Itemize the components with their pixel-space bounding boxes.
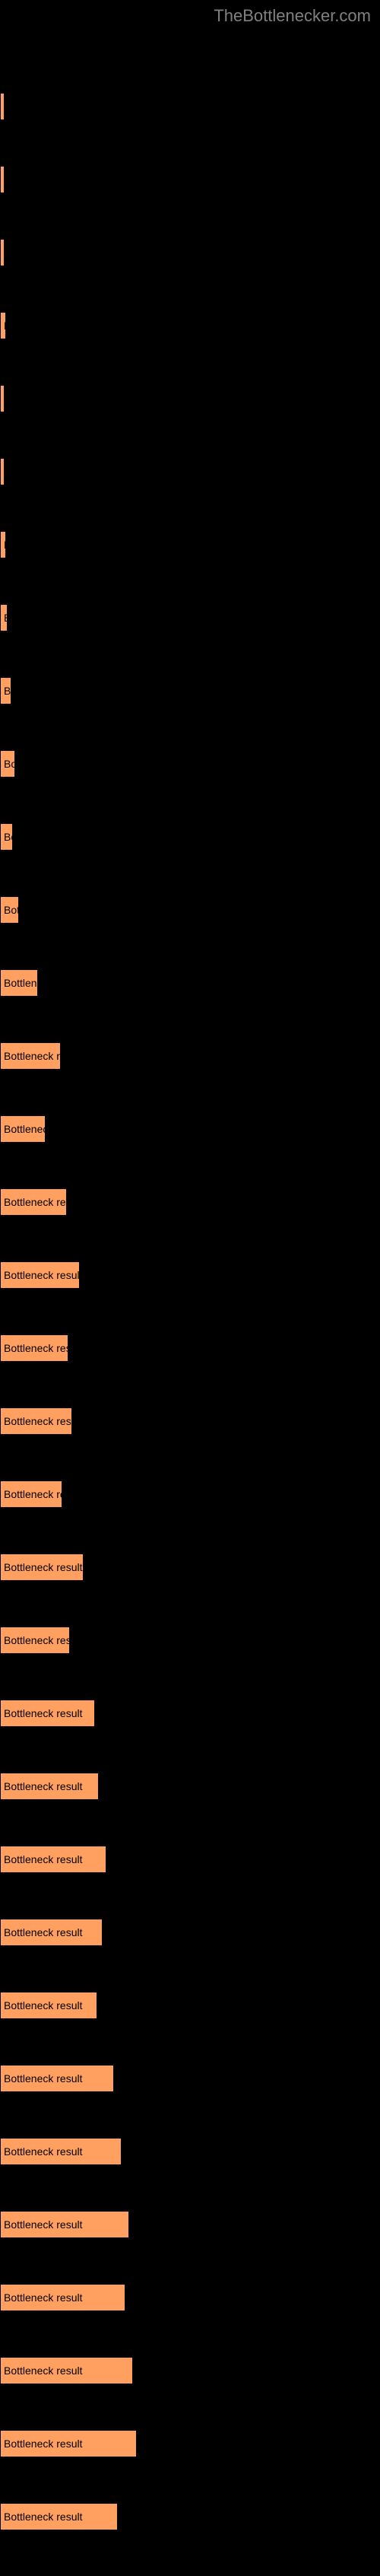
bar: Bottleneck result [0, 1773, 99, 1800]
bar-row: Bo [0, 823, 380, 851]
bar-row [0, 385, 380, 412]
bar-label: B [4, 539, 5, 551]
bar-row: Bottleneck result [0, 1846, 380, 1873]
bar-row: Bo [0, 677, 380, 704]
bar-row: B [0, 531, 380, 558]
bar-label: Bottleneck resu [4, 1415, 71, 1427]
bar-label: Bottleneck re [4, 1050, 60, 1062]
bar-label: Bo [4, 831, 12, 843]
bar-row: Bot [0, 750, 380, 778]
bar-label: Bottleneck result [4, 2291, 83, 2304]
bar-chart: B B B Bo Bot Bo Bott Bottlene Bottleneck re Bottl… [0, 93, 380, 2530]
bar-label: Bottleneck result [4, 2438, 83, 2450]
bar-label: Bottleneck result [4, 1269, 79, 1281]
bar: Bottleneck result [0, 2138, 122, 2165]
bar-label: Bo [4, 685, 11, 697]
bar-row: Bottleneck res [0, 1334, 380, 1362]
bar: Bottleneck result [0, 1919, 103, 1946]
bar-label: Bottleneck result [4, 2511, 83, 2523]
bar: Bottleneck result [0, 1261, 80, 1289]
bar: Bo [0, 823, 13, 851]
bar: Bottleneck result [0, 2065, 114, 2092]
bar-row: Bottleneck result [0, 2284, 380, 2311]
bar: Bo [0, 677, 11, 704]
bar: Bottleneck result [0, 2430, 137, 2457]
bar-label: Bottleneck re [4, 1488, 62, 1500]
bar-label: Bottleneck result [4, 1853, 83, 1865]
bar-row: Bottleneck res [0, 1627, 380, 1654]
bar [0, 385, 5, 412]
bar-row: Bottleneck resu [0, 1407, 380, 1435]
bar-label: Bottleneck result [4, 1780, 83, 1792]
bar-row [0, 166, 380, 193]
bar: Bottleneck result [0, 2284, 125, 2311]
bar: B [0, 531, 6, 558]
bar-label: Bottleneck result [4, 2072, 83, 2085]
bar: Bottleneck re [0, 1042, 61, 1070]
bar-row: Bottleneck result [0, 2503, 380, 2530]
watermark: TheBottlenecker.com [0, 0, 380, 32]
bar-row: Bottleneck result [0, 1992, 380, 2019]
bar-label: Bottleneck res [4, 1196, 66, 1208]
bar: Bottleneck result [0, 1846, 106, 1873]
bar: Bottleneck res [0, 1188, 67, 1216]
bar: Bottleneck result [0, 1992, 97, 2019]
bar-row: Bottleneck re [0, 1042, 380, 1070]
bar-row: Bottleneck re [0, 1480, 380, 1508]
bar-label: Bottleneck res [4, 1342, 68, 1354]
bar-row: Bottleneck result [0, 1919, 380, 1946]
bar-row: Bottleneck result [0, 2065, 380, 2092]
bar [0, 239, 5, 266]
bar-label: Bottleneck result [4, 1999, 83, 2012]
bar: Bottleneck re [0, 1480, 62, 1508]
bar-row: Bottleneck result [0, 1700, 380, 1727]
bar-row: Bottleneck result [0, 2357, 380, 2384]
bar-row: Bottleneck result [0, 1261, 380, 1289]
bar-row: Bottlene [0, 969, 380, 997]
bar-label: Bottleneck result [4, 1561, 83, 1573]
bar-row: Bott [0, 896, 380, 924]
bar: Bottleneck res [0, 1627, 70, 1654]
bar: Bott [0, 896, 19, 924]
bar: Bottleneck result [0, 2211, 129, 2238]
bar: Bot [0, 750, 15, 778]
bar-row: Bottleneck result [0, 1773, 380, 1800]
bar-label: Bottlenec [4, 1123, 45, 1135]
bar-label: B [4, 612, 7, 624]
bar: Bottlene [0, 969, 38, 997]
bar-label: Bottlene [4, 977, 37, 989]
bar-row [0, 239, 380, 266]
bar: Bottleneck res [0, 1334, 68, 1362]
bar-label: Bot [4, 758, 14, 770]
bar-row: B [0, 604, 380, 631]
bar: Bottleneck result [0, 1700, 95, 1727]
bar-row: Bottlenec [0, 1115, 380, 1143]
bar: Bottleneck result [0, 2503, 118, 2530]
bar: Bottleneck resu [0, 1407, 72, 1435]
bar: B [0, 312, 6, 339]
bar-row [0, 458, 380, 485]
bar-label: Bottleneck result [4, 1926, 83, 1938]
bar-row: Bottleneck result [0, 2138, 380, 2165]
bar [0, 166, 5, 193]
bar-row: Bottleneck result [0, 1554, 380, 1581]
bar: Bottlenec [0, 1115, 46, 1143]
bar [0, 93, 5, 120]
bar-label: Bottleneck result [4, 2218, 83, 2231]
bar [0, 458, 5, 485]
bar-label: Bottleneck result [4, 2365, 83, 2377]
bar: Bottleneck result [0, 1554, 84, 1581]
bar-row: Bottleneck result [0, 2211, 380, 2238]
bar-row: Bottleneck res [0, 1188, 380, 1216]
bar-label: Bottleneck result [4, 1707, 83, 1719]
bar-label: B [4, 320, 5, 332]
bar: B [0, 604, 8, 631]
bar-row: B [0, 312, 380, 339]
bar-row: Bottleneck result [0, 2430, 380, 2457]
bar-label: Bottleneck result [4, 2145, 83, 2158]
bar-label: Bottleneck res [4, 1634, 69, 1646]
bar-row [0, 93, 380, 120]
bar: Bottleneck result [0, 2357, 133, 2384]
bar-label: Bott [4, 904, 18, 916]
